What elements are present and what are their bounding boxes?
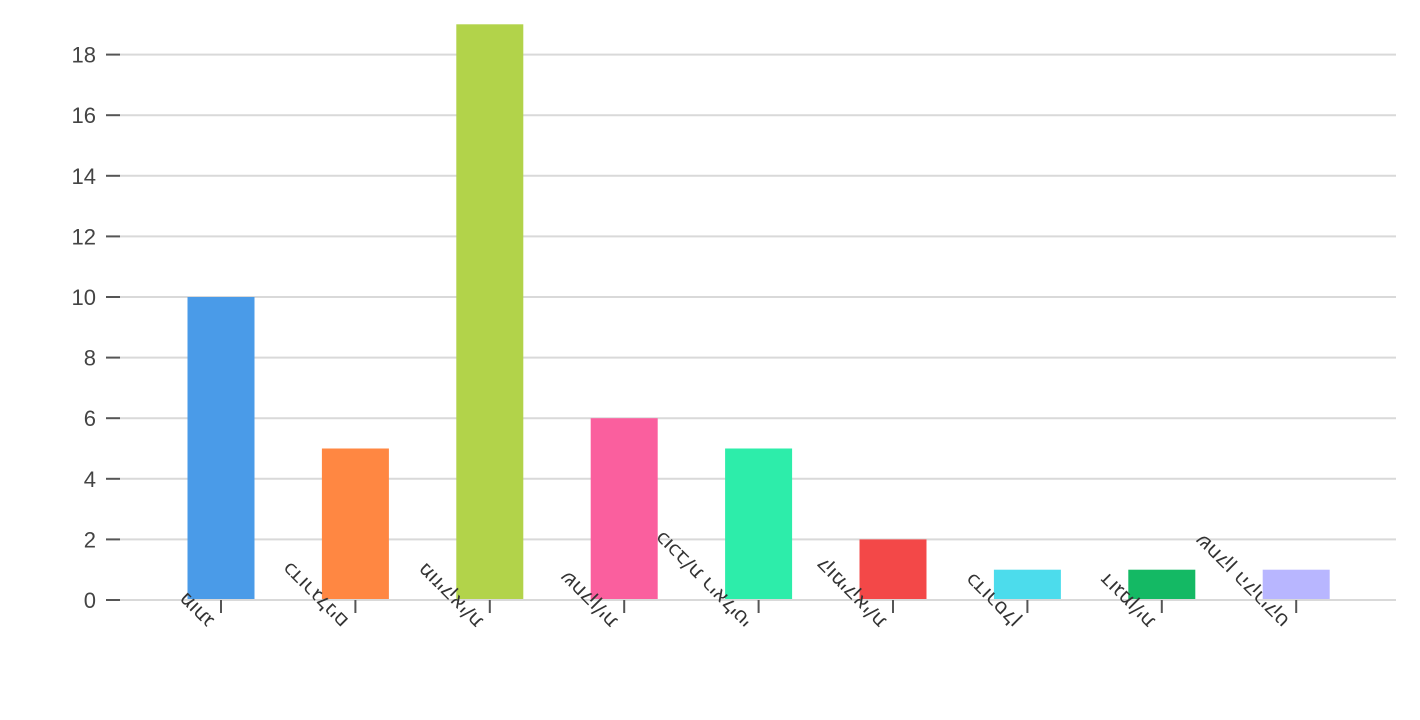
- y-tick-label: 2: [84, 527, 96, 552]
- bar: [1262, 569, 1330, 600]
- bar: [321, 448, 389, 600]
- bar: [187, 297, 255, 600]
- y-tick-label: 0: [84, 588, 96, 613]
- bar: [993, 569, 1061, 600]
- bars: [187, 24, 1330, 601]
- y-tick-label: 10: [72, 285, 96, 310]
- y-tick-label: 12: [72, 224, 96, 249]
- bar: [859, 539, 927, 600]
- bar: [725, 448, 793, 600]
- bar: [1128, 569, 1196, 600]
- bar: [456, 24, 524, 601]
- y-tick-label: 16: [72, 103, 96, 128]
- y-tick-label: 4: [84, 467, 96, 492]
- y-tick-label: 14: [72, 164, 96, 189]
- bar: [590, 418, 658, 600]
- y-tick-label: 6: [84, 406, 96, 431]
- y-axis: 0 2 4 6 8 10 12 14 16 18: [72, 43, 120, 613]
- y-tick-label: 8: [84, 346, 96, 371]
- y-tick-label: 18: [72, 43, 96, 68]
